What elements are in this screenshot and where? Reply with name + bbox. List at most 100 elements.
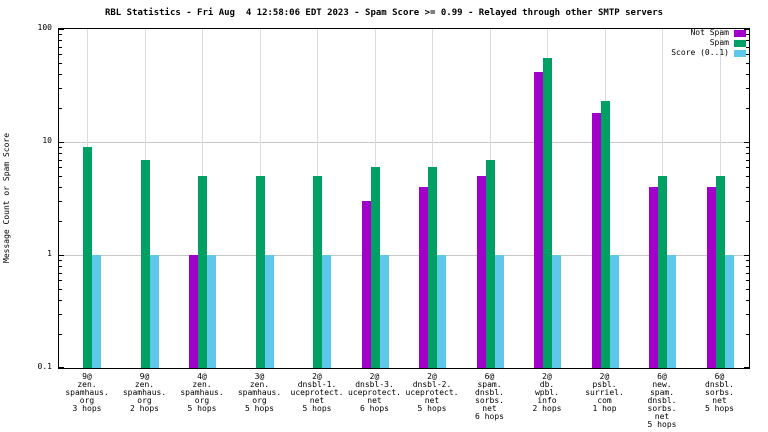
x-tick-label: 2@ db. wpbl. info 2 hops [532, 372, 562, 413]
y-minor-tick-mark [746, 289, 749, 291]
bar-score-0-1- [437, 255, 447, 368]
y-minor-tick-mark [746, 73, 749, 75]
y-minor-tick-mark [59, 88, 62, 90]
legend-swatch [734, 39, 746, 47]
bar-not-spam [649, 186, 659, 368]
legend-entry-label: Not Spam [690, 28, 729, 37]
x-tick-label: 2@ dnsbl-2. uceprotect. net 5 hops [405, 372, 459, 413]
y-minor-tick-mark [746, 88, 749, 90]
y-minor-tick-mark [746, 54, 749, 56]
gridline-horizontal [59, 254, 749, 256]
y-minor-tick-mark [746, 260, 749, 262]
y-minor-tick-mark [746, 201, 749, 203]
y-minor-tick-mark [746, 176, 749, 178]
y-minor-tick-mark [59, 314, 62, 316]
y-minor-tick-mark [59, 201, 62, 203]
legend-entry: Not Spam [690, 29, 746, 37]
y-minor-tick-mark [746, 147, 749, 149]
y-tick-mark [744, 255, 749, 256]
bar-score-0-1- [609, 255, 619, 368]
legend-entry: Spam [710, 39, 746, 47]
y-tick-label: 1 [47, 249, 52, 258]
y-minor-tick-mark [59, 46, 62, 48]
x-tick-label: 4@ zen. spamhaus. org 5 hops [180, 372, 224, 413]
y-tick-mark [744, 29, 749, 30]
y-minor-tick-mark [746, 220, 749, 222]
y-minor-tick-mark [746, 107, 749, 109]
x-tick-label: 2@ dnsbl-1. uceprotect. net 5 hops [290, 372, 344, 413]
legend-entry-label: Score (0..1) [671, 48, 729, 57]
y-minor-tick-mark [59, 220, 62, 222]
y-minor-tick-mark [59, 272, 62, 274]
y-minor-tick-mark [59, 73, 62, 75]
y-minor-tick-mark [746, 34, 749, 36]
y-tick-mark [59, 29, 64, 30]
bar-not-spam [706, 186, 716, 368]
bar-spam [600, 101, 610, 368]
bar-not-spam [534, 71, 544, 368]
y-minor-tick-mark [59, 39, 62, 41]
y-minor-tick-mark [59, 159, 62, 161]
x-tick-label: 6@ new. spam. dnsbl. sorbs. net 5 hops [647, 372, 677, 429]
bar-score-0-1- [264, 255, 274, 368]
bar-not-spam [361, 201, 371, 368]
y-minor-tick-mark [59, 167, 62, 169]
bar-not-spam [189, 255, 199, 368]
y-minor-tick-mark [746, 265, 749, 267]
bar-score-0-1- [379, 255, 389, 368]
bar-spam [715, 176, 725, 368]
bar-spam [370, 167, 380, 368]
y-minor-tick-mark [746, 333, 749, 335]
y-minor-tick-mark [746, 186, 749, 188]
y-minor-tick-mark [59, 54, 62, 56]
y-minor-tick-mark [59, 152, 62, 154]
bar-not-spam [419, 186, 429, 368]
y-minor-tick-mark [59, 63, 62, 65]
x-tick-label: 6@ dnsbl. sorbs. net 5 hops [705, 372, 734, 413]
bar-score-0-1- [322, 255, 332, 368]
y-tick-mark [744, 142, 749, 143]
legend-entry-label: Spam [709, 38, 729, 47]
y-minor-tick-mark [59, 176, 62, 178]
gridline-horizontal [59, 141, 749, 143]
bar-spam [140, 159, 150, 368]
x-tick-label: 6@ spam. dnsbl. sorbs. net 6 hops [475, 372, 504, 421]
y-minor-tick-mark [746, 46, 749, 48]
chart-title: RBL Statistics - Fri Aug 4 12:58:06 EDT … [104, 8, 664, 18]
legend-swatch [734, 29, 746, 37]
y-minor-tick-mark [746, 280, 749, 282]
x-tick-label: 3@ zen. spamhaus. org 5 hops [237, 372, 282, 413]
bar-not-spam [591, 113, 601, 368]
y-tick-mark [59, 142, 64, 143]
x-tick-label: 9@ zen. spamhaus. org 3 hops [65, 372, 109, 413]
bar-spam [485, 159, 495, 368]
plot-area [58, 28, 750, 369]
y-tick-mark [59, 255, 64, 256]
y-minor-tick-mark [746, 152, 749, 154]
bar-score-0-1- [92, 255, 102, 368]
bar-score-0-1- [149, 255, 159, 368]
y-minor-tick-mark [746, 39, 749, 41]
y-tick-mark [744, 367, 749, 368]
bar-spam [198, 176, 208, 368]
legend-entry: Score (0..1) [671, 49, 746, 57]
y-minor-tick-mark [59, 260, 62, 262]
legend-swatch [734, 49, 746, 57]
y-minor-tick-mark [59, 265, 62, 267]
y-minor-tick-mark [746, 314, 749, 316]
y-minor-tick-mark [59, 280, 62, 282]
bar-spam [543, 58, 553, 368]
y-minor-tick-mark [59, 186, 62, 188]
y-minor-tick-mark [59, 107, 62, 109]
y-minor-tick-mark [59, 299, 62, 301]
y-tick-label: 100 [37, 23, 52, 32]
y-tick-label: 10 [42, 136, 52, 145]
bar-not-spam [476, 176, 486, 368]
x-tick-label: 9@ zen. spamhaus. org 2 hops [122, 372, 167, 413]
bar-score-0-1- [724, 255, 734, 368]
y-tick-mark [59, 367, 64, 368]
bar-score-0-1- [494, 255, 504, 368]
y-minor-tick-mark [59, 147, 62, 149]
y-tick-label: 0.1 [37, 362, 52, 371]
